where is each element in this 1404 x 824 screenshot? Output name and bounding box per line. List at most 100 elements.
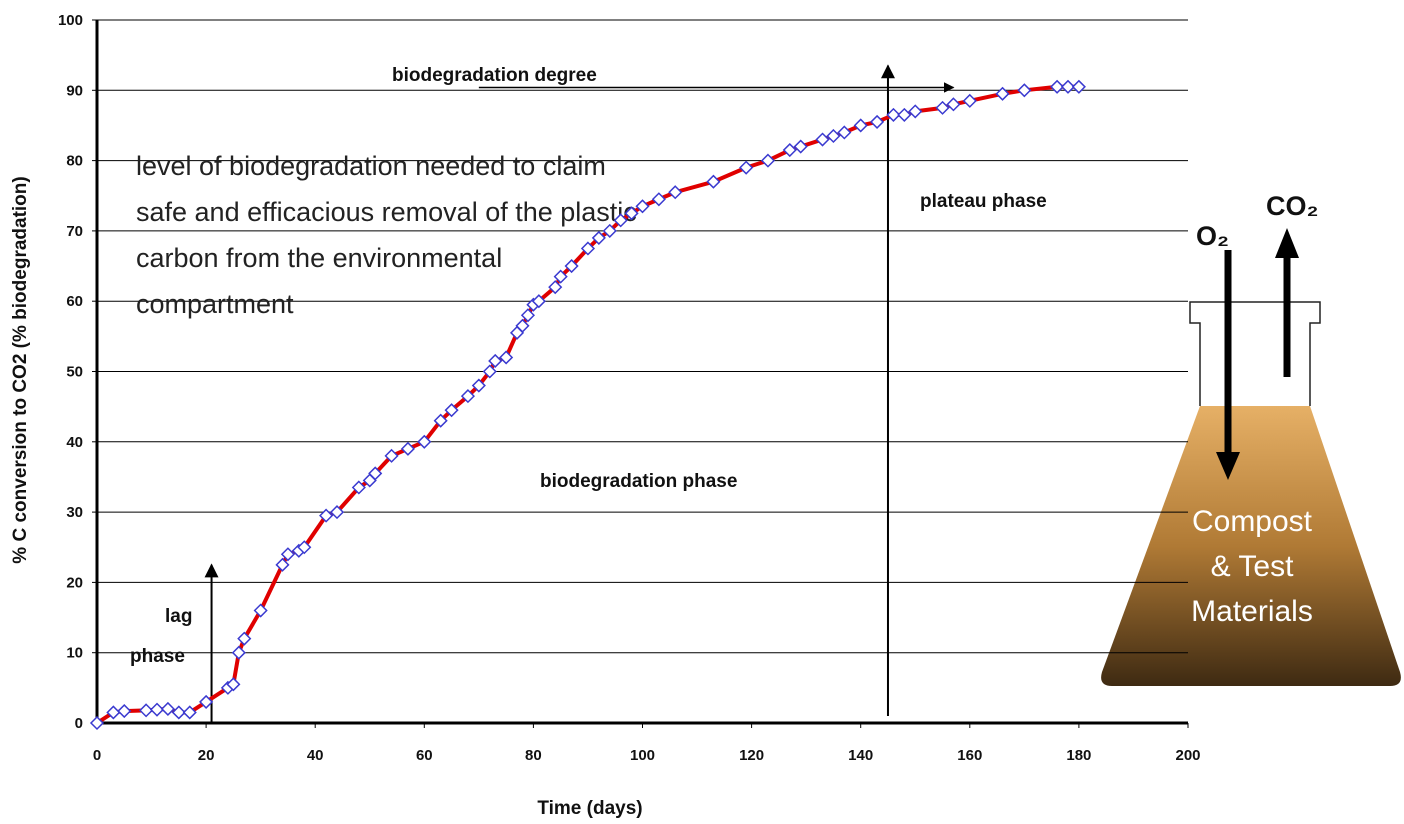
data-point — [591, 230, 606, 245]
data-point — [635, 199, 650, 214]
x-tick-label: 60 — [416, 747, 433, 764]
data-point — [1071, 79, 1086, 94]
data-point — [319, 508, 334, 523]
data-point — [297, 540, 312, 555]
x-tick-label: 120 — [739, 747, 764, 764]
annotation: phase — [130, 646, 185, 667]
y-tick-label: 70 — [66, 223, 83, 240]
flask: O₂ CO₂ Compost & Test Materials — [1101, 191, 1401, 686]
data-point — [651, 192, 666, 207]
data-point — [117, 703, 132, 719]
data-point — [706, 174, 721, 189]
annotation: safe and efficacious removal of the plas… — [136, 197, 637, 227]
data-point — [444, 403, 459, 418]
data-point — [384, 448, 399, 463]
annotation: carbon from the environmental — [136, 243, 502, 273]
data-line — [95, 84, 1079, 725]
x-tick-label: 0 — [93, 747, 101, 764]
flask-label: Compost — [1192, 505, 1313, 538]
data-point — [531, 294, 546, 309]
data-point — [613, 213, 628, 228]
data-point — [580, 241, 596, 256]
annotation: compartment — [136, 289, 294, 319]
x-axis-label: Time (days) — [537, 798, 642, 819]
data-point — [1017, 83, 1032, 98]
y-tick-label: 90 — [66, 82, 83, 99]
data-point — [460, 389, 476, 404]
data-point — [488, 353, 503, 369]
data-point — [329, 505, 345, 520]
data-point — [368, 466, 383, 481]
y-tick-label: 50 — [66, 364, 83, 381]
flask-neck — [1189, 301, 1321, 406]
data-point — [739, 160, 754, 175]
x-tick-label: 180 — [1066, 747, 1091, 764]
annotation: plateau phase — [920, 191, 1047, 212]
data-point — [564, 258, 579, 274]
data-point — [351, 480, 366, 495]
data-point — [624, 206, 639, 221]
data-point — [870, 114, 885, 129]
annotation: lag — [165, 606, 192, 627]
y-tick-label: 40 — [66, 434, 83, 451]
data-point — [199, 694, 214, 709]
data-point — [433, 413, 448, 428]
flask-body — [1101, 406, 1401, 686]
y-tick-label: 60 — [66, 293, 83, 310]
data-point — [275, 557, 290, 572]
data-point — [182, 705, 197, 720]
data-point — [886, 107, 901, 122]
data-point — [793, 139, 808, 154]
data-point — [89, 715, 105, 731]
data-point — [149, 702, 165, 717]
data-point — [946, 97, 961, 112]
data-point — [160, 701, 175, 717]
data-point — [548, 280, 563, 295]
data-point — [760, 153, 776, 168]
x-tick-label: 40 — [307, 747, 324, 764]
flask-label: & Test — [1211, 550, 1294, 583]
x-tick-label: 80 — [525, 747, 542, 764]
x-tick-label: 200 — [1175, 747, 1200, 764]
data-point — [815, 132, 830, 147]
data-point — [237, 631, 252, 646]
data-point — [515, 318, 530, 333]
data-point — [837, 125, 852, 140]
y-tick-label: 80 — [66, 153, 83, 170]
data-point — [668, 185, 683, 200]
flask-label: Materials — [1191, 595, 1313, 628]
data-point — [995, 86, 1010, 101]
y-tick-label: 0 — [75, 715, 83, 732]
plot: 0 10 20 30 40 50 60 70 80 90 100 0 20 40 60 80 100 120 140… — [10, 12, 1201, 819]
data-point — [962, 93, 977, 108]
x-tick-label: 20 — [198, 747, 215, 764]
y-tick-label: 20 — [66, 574, 83, 591]
data-point — [280, 547, 295, 562]
annotation: CO₂ — [1266, 191, 1319, 221]
data-point — [226, 677, 241, 692]
data-point — [253, 603, 268, 618]
data-point — [908, 104, 923, 119]
x-tick-label: 140 — [848, 747, 873, 764]
data-point — [602, 223, 617, 238]
data-point — [482, 364, 497, 379]
data-point — [520, 308, 536, 323]
data-point — [782, 142, 797, 158]
data-point — [826, 128, 841, 144]
data-point — [553, 269, 568, 284]
data-point — [471, 378, 486, 393]
data-point — [1050, 79, 1065, 94]
data-point — [1060, 79, 1076, 94]
x-tick-label: 100 — [630, 747, 655, 764]
data-point — [935, 100, 950, 115]
y-axis-label: % C conversion to CO2 (% biodegradation) — [10, 176, 31, 563]
data-point — [897, 107, 912, 122]
o2-arrowhead — [1216, 452, 1240, 480]
y-tick-label: 10 — [66, 645, 83, 662]
y-tick-label: 100 — [58, 12, 83, 29]
data-point — [400, 441, 415, 456]
annotation: level of biodegradation needed to claim — [136, 151, 606, 181]
data-point — [499, 350, 514, 365]
data-point — [139, 703, 154, 718]
data-point — [231, 645, 246, 660]
